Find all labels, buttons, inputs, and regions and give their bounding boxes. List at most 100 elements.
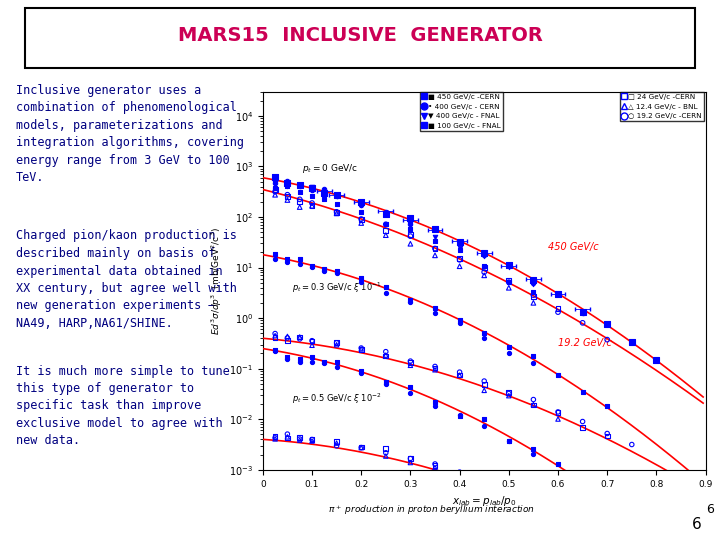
Point bbox=[577, 307, 588, 316]
Point bbox=[577, 515, 588, 524]
Point bbox=[528, 299, 539, 307]
Point bbox=[577, 515, 588, 524]
Point bbox=[306, 183, 318, 192]
Point bbox=[282, 332, 293, 341]
Point bbox=[405, 454, 416, 463]
Point bbox=[306, 357, 318, 366]
Point bbox=[380, 208, 392, 217]
Point bbox=[380, 380, 392, 389]
Point bbox=[294, 195, 305, 204]
Point bbox=[429, 251, 441, 260]
Point bbox=[318, 265, 330, 273]
Point bbox=[269, 173, 281, 181]
Point bbox=[331, 437, 343, 446]
Point bbox=[294, 188, 305, 197]
Point bbox=[269, 187, 281, 196]
Point bbox=[306, 336, 318, 345]
Point bbox=[356, 278, 367, 287]
Point bbox=[479, 386, 490, 395]
Point bbox=[282, 355, 293, 363]
Point bbox=[552, 505, 564, 514]
Point bbox=[479, 268, 490, 276]
Text: 19.2 GeV/c: 19.2 GeV/c bbox=[558, 338, 612, 348]
Point bbox=[429, 461, 441, 470]
FancyBboxPatch shape bbox=[25, 8, 695, 68]
Point bbox=[552, 305, 564, 313]
Point bbox=[429, 308, 441, 317]
Text: It is much more simple to tune
this type of generator to
specific task than impr: It is much more simple to tune this type… bbox=[16, 364, 230, 448]
Point bbox=[429, 225, 441, 233]
Point bbox=[356, 219, 367, 227]
Point bbox=[454, 246, 465, 254]
Point bbox=[318, 266, 330, 275]
Point bbox=[429, 463, 441, 472]
Point bbox=[601, 429, 613, 438]
Point bbox=[294, 197, 305, 206]
Point bbox=[380, 231, 392, 239]
Point bbox=[282, 258, 293, 267]
Text: 6: 6 bbox=[692, 517, 702, 532]
Point bbox=[282, 179, 293, 188]
Point bbox=[479, 328, 490, 337]
Point bbox=[528, 449, 539, 458]
Point bbox=[429, 303, 441, 312]
Text: $\pi^+$ production in proton beryllium interaction: $\pi^+$ production in proton beryllium i… bbox=[328, 504, 534, 517]
Point bbox=[282, 182, 293, 191]
Point bbox=[405, 225, 416, 234]
Point bbox=[405, 383, 416, 391]
Point bbox=[356, 215, 367, 224]
Point bbox=[294, 354, 305, 363]
Point bbox=[331, 358, 343, 367]
Point bbox=[294, 333, 305, 341]
Point bbox=[306, 262, 318, 271]
Point bbox=[318, 195, 330, 204]
Point bbox=[356, 369, 367, 377]
Point bbox=[282, 336, 293, 345]
Point bbox=[552, 408, 564, 417]
Point bbox=[479, 421, 490, 430]
Point bbox=[331, 269, 343, 278]
Point bbox=[454, 368, 465, 376]
Point bbox=[269, 332, 281, 340]
Point bbox=[528, 497, 539, 505]
Point bbox=[306, 437, 318, 445]
Point bbox=[405, 357, 416, 366]
Point bbox=[331, 339, 343, 347]
Point bbox=[528, 278, 539, 287]
Point bbox=[405, 214, 416, 222]
Point bbox=[306, 353, 318, 361]
Text: $p_t = 0.3$ GeV/c $\xi$ $10^{-1}$: $p_t = 0.3$ GeV/c $\xi$ $10^{-1}$ bbox=[292, 280, 382, 295]
Point bbox=[528, 496, 539, 505]
Point bbox=[306, 201, 318, 210]
Point bbox=[577, 423, 588, 432]
Point bbox=[503, 388, 515, 397]
Point bbox=[479, 251, 490, 259]
Point bbox=[282, 433, 293, 441]
Point bbox=[282, 182, 293, 191]
Point bbox=[479, 474, 490, 483]
Point bbox=[552, 508, 564, 517]
Point bbox=[331, 191, 343, 200]
Point bbox=[356, 442, 367, 451]
Point bbox=[331, 439, 343, 448]
Point bbox=[601, 320, 613, 329]
Point bbox=[503, 484, 515, 492]
Point bbox=[331, 191, 343, 199]
X-axis label: $x_{lab} = p_{lab}/p_0$: $x_{lab} = p_{lab}/p_0$ bbox=[452, 494, 516, 508]
Point bbox=[528, 400, 539, 409]
Point bbox=[528, 275, 539, 284]
Point bbox=[356, 367, 367, 376]
Point bbox=[479, 380, 490, 389]
Point bbox=[380, 377, 392, 386]
Point bbox=[454, 472, 465, 481]
Point bbox=[479, 264, 490, 272]
Point bbox=[552, 289, 564, 298]
Point bbox=[528, 292, 539, 301]
Point bbox=[331, 207, 343, 216]
Point bbox=[528, 352, 539, 361]
Point bbox=[503, 260, 515, 269]
Point bbox=[528, 499, 539, 508]
Point bbox=[503, 260, 515, 269]
Point bbox=[503, 284, 515, 292]
Point bbox=[306, 183, 318, 192]
